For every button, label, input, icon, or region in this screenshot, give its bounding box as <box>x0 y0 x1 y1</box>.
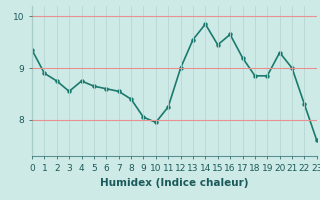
X-axis label: Humidex (Indice chaleur): Humidex (Indice chaleur) <box>100 178 249 188</box>
